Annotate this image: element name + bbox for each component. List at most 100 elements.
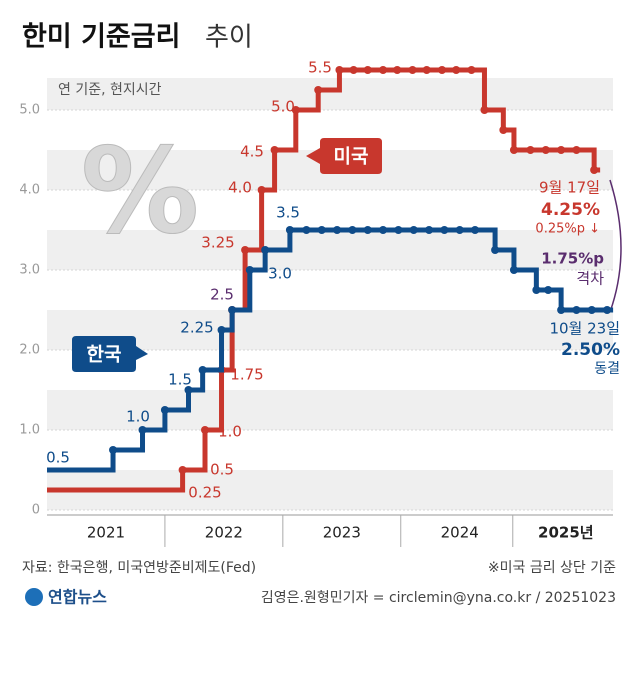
rate-dot (363, 226, 372, 234)
rate-dot (452, 66, 461, 74)
us-note-rate: 4.25% (541, 200, 600, 220)
rate-dot (349, 66, 358, 74)
rate-dot (471, 226, 480, 234)
rate-dot (138, 426, 147, 434)
us-note-change: 0.25%p ↓ (535, 222, 600, 237)
rate-dot (198, 366, 207, 374)
y-tick-label: 3.0 (19, 263, 40, 278)
rate-dot (572, 306, 581, 314)
rate-dot (425, 226, 434, 234)
band (47, 230, 613, 270)
y-tick-label: 2.0 (19, 343, 40, 358)
rate-dot (314, 86, 323, 94)
kr-callout: 한국 (72, 336, 148, 372)
value-label: 4.5 (240, 143, 264, 161)
y-tick-label: 4.0 (19, 183, 40, 198)
value-label: 3.25 (201, 234, 234, 252)
rate-dot (499, 126, 508, 134)
footnote: ※미국 금리 상단 기준 (488, 560, 616, 576)
rate-dot (270, 146, 279, 154)
rate-dot (363, 66, 372, 74)
x-tick-label: 2023 (323, 524, 361, 542)
chart-title-suffix: 추이 (205, 23, 253, 53)
rate-dot (467, 66, 476, 74)
us-note-date: 9월 17일 (539, 179, 600, 197)
value-label: 1.0 (126, 408, 150, 426)
value-label: 1.0 (218, 423, 242, 441)
band (47, 390, 613, 430)
rate-dot (317, 226, 326, 234)
rate-dot (393, 66, 402, 74)
unit-note: 연 기준, 현지시간 (58, 82, 162, 98)
rate-dot (572, 146, 581, 154)
kr-note-status: 동결 (594, 361, 620, 377)
rate-dot (541, 146, 550, 154)
gap-note-value: 1.75%p (541, 250, 604, 268)
us-callout: 미국 (306, 138, 382, 174)
band (47, 310, 613, 350)
rate-dot (409, 226, 418, 234)
rate-dot (509, 146, 518, 154)
rate-dot (491, 246, 500, 254)
kr-note-rate: 2.50% (561, 340, 620, 360)
rate-dot (335, 66, 344, 74)
rate-dot (285, 226, 294, 234)
rate-dot (509, 266, 518, 274)
rate-dot (217, 326, 226, 334)
value-label: 1.5 (168, 371, 192, 389)
logo: 연합뉴스 (48, 588, 107, 607)
source: 자료: 한국은행, 미국연방준비제도(Fed) (22, 560, 256, 576)
value-label: 1.75 (230, 366, 263, 384)
watermark: % (81, 122, 199, 260)
rate-line (47, 227, 614, 473)
x-tick-label: 2022 (205, 524, 243, 542)
rate-dot (526, 146, 535, 154)
rate-dot (178, 466, 187, 474)
value-label: 2.5 (210, 286, 234, 304)
rate-dot (184, 386, 193, 394)
value-label: 3.0 (268, 265, 292, 283)
rate-dot (160, 406, 169, 414)
rate-dot (590, 166, 599, 174)
rate-dot (440, 226, 449, 234)
legend-us: 미국 (334, 146, 369, 168)
rate-dot (532, 286, 541, 294)
rate-dot (455, 226, 464, 234)
logo-mark (25, 588, 43, 606)
value-label: 2.25 (180, 319, 213, 337)
rate-dot (544, 286, 553, 294)
value-label: 4.0 (228, 179, 252, 197)
x-tick-label: 2021 (87, 524, 125, 542)
rate-dot (480, 106, 489, 114)
y-tick-label: 1.0 (19, 423, 40, 438)
rate-dot (422, 66, 431, 74)
rate-dot (438, 66, 447, 74)
rate-dot (379, 66, 388, 74)
y-tick-label: 5.0 (19, 103, 40, 118)
rate-dot (603, 306, 612, 314)
rate-dot (302, 226, 311, 234)
gap-bracket (609, 179, 622, 313)
value-label: 0.25 (188, 484, 221, 502)
rate-dot (291, 106, 300, 114)
value-label: 5.0 (271, 98, 295, 116)
rate-dot (257, 186, 266, 194)
value-label: 0.5 (210, 461, 234, 479)
kr-note-date: 10월 23일 (549, 320, 620, 338)
rate-dot (587, 306, 596, 314)
rate-dot (557, 146, 566, 154)
credit: 김영은.원형민기자 = circlemin@yna.co.kr / 202510… (261, 590, 616, 606)
gap-note-label: 격차 (576, 270, 604, 288)
rate-dot (201, 426, 210, 434)
x-tick-label: 2025년 (538, 524, 594, 542)
rate-dot (379, 226, 388, 234)
rate-dot (261, 246, 270, 254)
value-label: 5.5 (308, 59, 332, 77)
legend-kr: 한국 (87, 344, 122, 366)
value-label: 3.5 (276, 204, 300, 222)
us-tag (306, 138, 382, 174)
chart-title: 한미 기준금리 (22, 22, 180, 53)
rate-dot (348, 226, 357, 234)
rate-dot (408, 66, 417, 74)
